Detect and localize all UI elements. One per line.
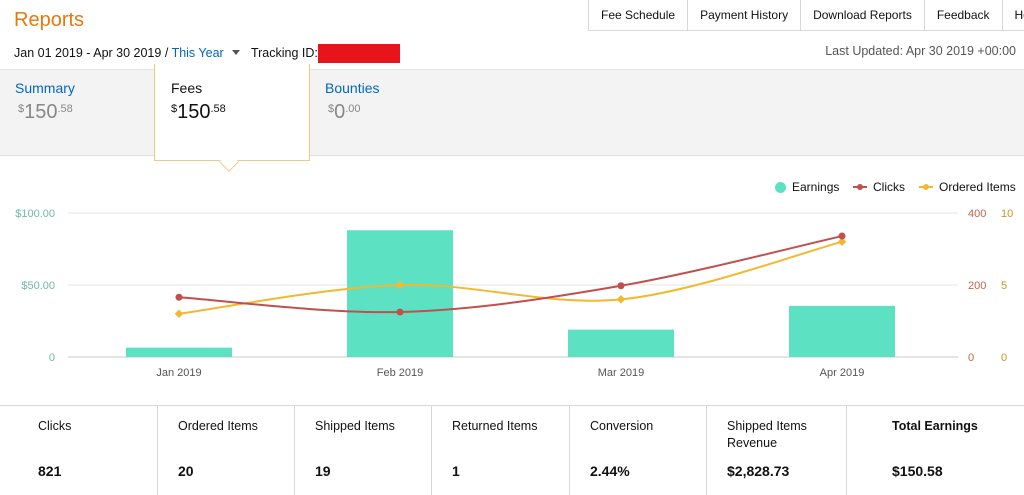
earnings-bar <box>347 230 453 357</box>
date-range: Jan 01 2019 - Apr 30 2019 <box>14 45 162 60</box>
page-title: Reports <box>14 9 85 31</box>
ordered-legend-icon <box>919 184 933 190</box>
stat-conversion-label: Conversion <box>590 419 654 433</box>
y-right-clicks-tick-label: 400 <box>968 208 986 220</box>
stat-revenue-value: $2,828.73 <box>727 463 790 479</box>
legend-clicks-label: Clicks <box>873 180 905 194</box>
stat-clicks: Clicks 821 <box>0 406 157 495</box>
stat-revenue-label: Shipped Items Revenue <box>727 419 807 450</box>
y-left-tick-label: $100.00 <box>15 208 55 220</box>
stat-total-label: Total Earnings <box>892 419 978 433</box>
last-updated: Last Updated: Apr 30 2019 +00:00 <box>825 44 1016 58</box>
ordered-items-point <box>395 280 405 290</box>
y-left-tick-label: $50.00 <box>21 280 55 292</box>
legend-ordered-items[interactable]: Ordered Items <box>919 180 1016 194</box>
stat-clicks-label: Clicks <box>38 419 72 433</box>
tab-fees-label: Fees <box>171 80 203 96</box>
period-dropdown[interactable]: This Year <box>171 45 224 60</box>
stat-clicks-value: 821 <box>38 463 62 479</box>
x-tick-label: Mar 2019 <box>598 367 644 379</box>
stat-shipped-items: Shipped Items 19 <box>294 406 431 495</box>
earnings-bar <box>789 305 895 357</box>
clicks-point <box>838 232 846 240</box>
ordered-items-line <box>178 240 843 315</box>
stat-shipped-label: Shipped Items <box>315 419 395 433</box>
tab-summary-label: Summary <box>15 80 75 96</box>
stat-returned-value: 1 <box>452 463 460 479</box>
stat-ordered-value: 20 <box>178 463 194 479</box>
x-tick-label: Jan 2019 <box>156 367 201 379</box>
stat-shipped-value: 19 <box>315 463 331 479</box>
tab-fees-card[interactable] <box>154 64 310 161</box>
stat-conversion-value: 2.44% <box>590 463 630 479</box>
tracking-id-redaction[interactable] <box>317 44 400 63</box>
stat-total-value: $150.58 <box>892 463 943 479</box>
date-separator: / <box>164 45 169 60</box>
stat-total-earnings: Total Earnings $150.58 <box>846 406 1024 495</box>
y-right-ordered-tick-label: 10 <box>1001 208 1013 220</box>
stat-returned-items: Returned Items 1 <box>431 406 569 495</box>
stats-row: Clicks 821 Ordered Items 20 Shipped Item… <box>0 405 1024 495</box>
y-right-clicks-tick-label: 0 <box>968 352 974 364</box>
download-reports-link[interactable]: Download Reports <box>800 0 924 30</box>
y-right-clicks-tick-label: 200 <box>968 280 986 292</box>
stat-shipped-revenue: Shipped Items Revenue $2,828.73 <box>706 406 846 495</box>
tab-summary-value: $150.58 <box>18 101 73 123</box>
clicks-legend-icon <box>853 184 867 190</box>
earnings-bar <box>568 329 674 357</box>
legend-earnings[interactable]: Earnings <box>775 180 839 194</box>
tab-fees[interactable]: Fees $150.58 <box>171 80 226 124</box>
tab-bounties[interactable]: Bounties $0.00 <box>325 80 379 124</box>
tab-bounties-value: $0.00 <box>328 101 361 123</box>
help-link[interactable]: Help <box>1001 0 1024 30</box>
ordered-items-point <box>616 295 626 304</box>
tab-bounties-label: Bounties <box>325 80 380 96</box>
y-right-ordered-tick-label: 5 <box>1001 280 1007 292</box>
fee-schedule-link[interactable]: Fee Schedule <box>601 8 676 22</box>
stat-ordered-label: Ordered Items <box>178 419 258 433</box>
chevron-down-icon[interactable] <box>231 50 240 55</box>
ordered-items-point <box>174 309 184 319</box>
earnings-chart: 0 0 0 $50.00 200 5 $100.00 400 10 Jan 2019 Feb 201… <box>15 208 1013 379</box>
date-filter-row: Jan 01 2019 - Apr 30 2019 / This Year Tr… <box>14 44 400 63</box>
clicks-point <box>617 282 625 290</box>
stat-returned-label: Returned Items <box>452 419 538 433</box>
legend-ordered-label: Ordered Items <box>939 180 1016 194</box>
payment-history-link[interactable]: Payment History <box>687 0 800 30</box>
legend-earnings-label: Earnings <box>792 180 840 194</box>
feedback-link[interactable]: Feedback <box>923 0 1002 30</box>
stat-conversion: Conversion 2.44% <box>569 406 706 495</box>
y-left-tick-label: 0 <box>49 352 55 364</box>
tab-summary[interactable]: Summary $150.58 <box>15 80 75 124</box>
y-right-ordered-tick-label: 0 <box>1001 352 1007 364</box>
earnings-legend-icon <box>775 181 786 193</box>
stat-ordered-items: Ordered Items 20 <box>157 406 294 495</box>
x-tick-label: Feb 2019 <box>377 367 423 379</box>
clicks-point <box>396 308 404 316</box>
tracking-id-label: Tracking ID: <box>250 45 318 60</box>
clicks-line <box>178 235 843 314</box>
clicks-point <box>175 293 183 301</box>
legend-clicks[interactable]: Clicks <box>853 180 905 194</box>
tab-fees-value: $150.58 <box>171 101 226 123</box>
earnings-bar <box>126 347 232 357</box>
x-tick-label: Apr 2019 <box>820 367 865 379</box>
top-nav: Fee Schedule Payment History Download Re… <box>588 0 1024 31</box>
